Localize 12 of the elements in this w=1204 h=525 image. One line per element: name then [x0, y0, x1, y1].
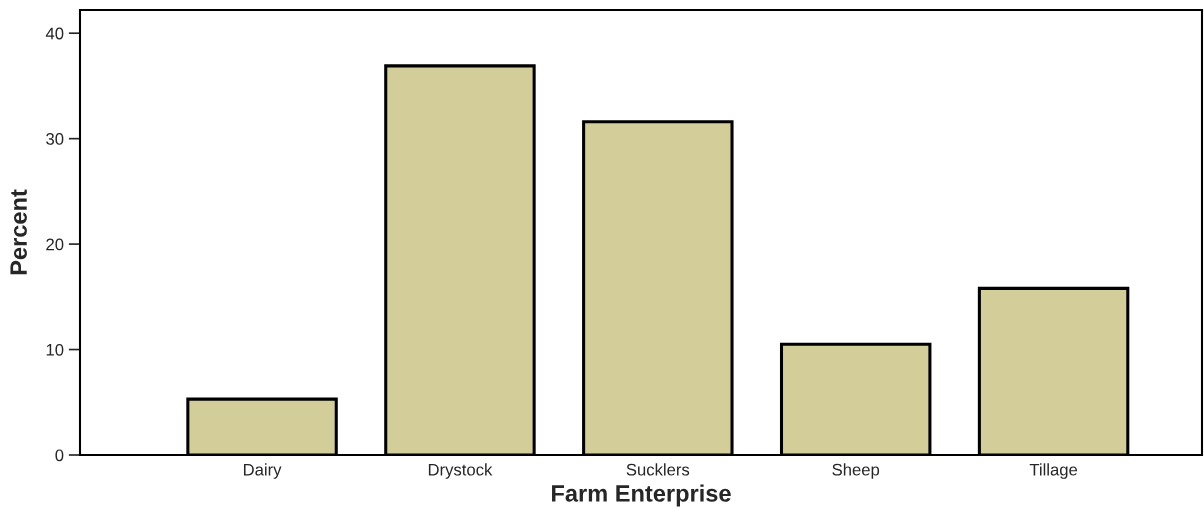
x-tick-label: Sucklers — [626, 463, 690, 476]
x-tick-label: Drystock — [428, 463, 493, 479]
y-tick-label: 30 — [46, 133, 64, 145]
y-axis-title: Percent — [10, 189, 27, 275]
x-tick-label: Dairy — [243, 463, 282, 479]
y-tick-label: 10 — [46, 343, 64, 356]
x-tick-label: Sheep — [832, 463, 880, 479]
y-tick-label: 40 — [45, 27, 64, 40]
x-axis-title: Farm Enterprise — [552, 484, 731, 507]
y-tick-label: 0 — [55, 449, 64, 462]
y-tick-label: 20 — [46, 238, 64, 251]
x-tick-label: Tillage — [1029, 463, 1078, 479]
